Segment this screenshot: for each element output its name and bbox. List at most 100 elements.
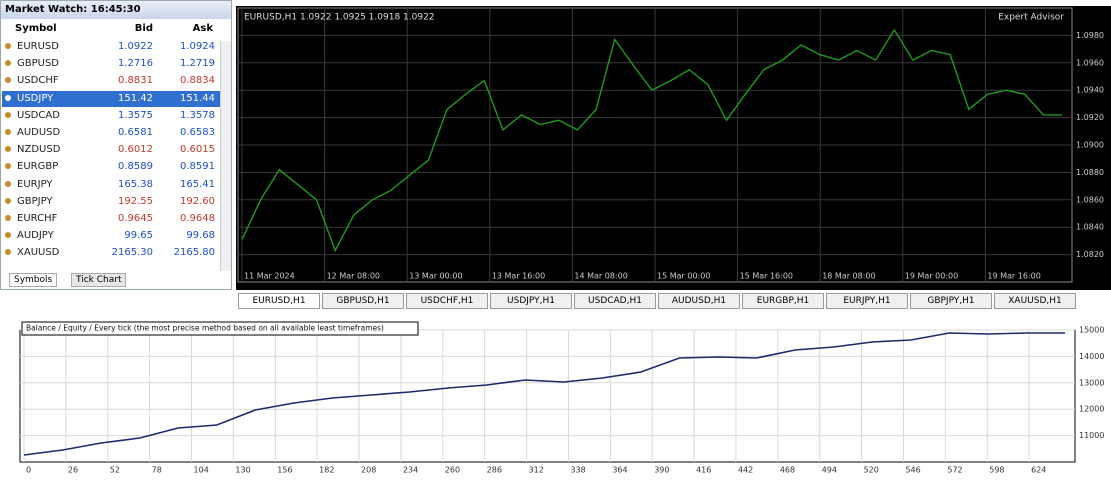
ask: 99.68 bbox=[186, 230, 215, 242]
ask: 1.2719 bbox=[180, 58, 215, 70]
symbol[interactable]: USDJPY bbox=[17, 92, 54, 104]
row-icon bbox=[5, 60, 11, 67]
y-tick-label: 13000 bbox=[1079, 378, 1104, 387]
x-tick-label: 15 Mar 00:00 bbox=[657, 272, 710, 281]
x-tick-label: 15 Mar 16:00 bbox=[740, 272, 793, 281]
symbol[interactable]: EURUSD bbox=[17, 41, 59, 52]
row-icon bbox=[5, 94, 11, 101]
y-tick-label: 1.0820 bbox=[1076, 250, 1104, 259]
ask: 1.0924 bbox=[180, 41, 215, 52]
row-icon bbox=[5, 43, 11, 49]
bid: 165.38 bbox=[118, 178, 153, 190]
x-tick-label: 494 bbox=[822, 466, 837, 475]
x-tick-label: 26 bbox=[68, 466, 78, 475]
y-tick-label: 11000 bbox=[1079, 431, 1104, 440]
chart-tab[interactable]: GBPUSD,H1 bbox=[322, 293, 404, 309]
symbol[interactable]: AUDUSD bbox=[17, 127, 61, 138]
chart-title: Balance / Equity / Every tick (the most … bbox=[26, 324, 384, 333]
symbol[interactable]: GBPUSD bbox=[17, 58, 60, 70]
price-line bbox=[23, 332, 1065, 456]
row-icon bbox=[5, 77, 11, 84]
bid: 1.3575 bbox=[118, 109, 153, 121]
symbol[interactable]: AUDJPY bbox=[17, 230, 54, 242]
chart-tab[interactable]: EURUSD,H1 bbox=[238, 293, 320, 309]
x-tick-label: 338 bbox=[570, 466, 585, 475]
y-tick-label: 1.0840 bbox=[1076, 223, 1104, 232]
x-tick-label: 182 bbox=[319, 466, 334, 475]
chart-tab[interactable]: USDJPY,H1 bbox=[490, 293, 572, 309]
bid: 0.6012 bbox=[118, 144, 153, 156]
row-icon bbox=[5, 111, 11, 118]
selected-row[interactable] bbox=[2, 90, 220, 107]
bid: 2165.30 bbox=[111, 247, 153, 259]
x-tick-label: 286 bbox=[487, 466, 502, 475]
bid: 1.0922 bbox=[118, 41, 153, 52]
row-icon bbox=[5, 232, 11, 239]
ask: 165.41 bbox=[180, 178, 215, 190]
x-tick-label: 598 bbox=[989, 466, 1004, 475]
x-tick-label: 234 bbox=[403, 466, 418, 475]
y-tick-label: 1.0980 bbox=[1076, 31, 1104, 40]
market-watch-panel: Market Watch: 16:45:30 Symbol Bid Ask EURUSD… bbox=[0, 0, 232, 290]
x-tick-label: 390 bbox=[654, 466, 669, 475]
column-header: Symbol bbox=[15, 23, 57, 34]
chart-tab[interactable]: AUDUSD,H1 bbox=[658, 293, 740, 309]
y-tick-label: 1.0920 bbox=[1076, 113, 1104, 122]
symbol[interactable]: EURGBP bbox=[17, 161, 59, 173]
ask: 151.44 bbox=[180, 92, 215, 104]
row-icon bbox=[5, 180, 11, 187]
x-tick-label: 546 bbox=[905, 466, 920, 475]
x-tick-label: 13 Mar 00:00 bbox=[409, 272, 462, 281]
x-tick-label: 624 bbox=[1031, 466, 1046, 475]
ask: 1.3578 bbox=[180, 109, 215, 121]
bid: 0.8831 bbox=[118, 75, 153, 87]
symbol[interactable]: XAUUSD bbox=[17, 247, 60, 259]
chart-tab[interactable]: USDCAD,H1 bbox=[574, 293, 656, 309]
symbol[interactable]: USDCAD bbox=[17, 109, 60, 121]
ask: 0.6583 bbox=[180, 127, 215, 138]
column-header: Ask bbox=[192, 23, 213, 34]
symbol[interactable]: EURCHF bbox=[17, 213, 58, 224]
y-tick-label: 1.0880 bbox=[1076, 168, 1104, 177]
scrollbar bbox=[220, 41, 231, 271]
symbol[interactable]: USDCHF bbox=[17, 75, 59, 87]
chart-tab[interactable]: GBPJPY,H1 bbox=[910, 293, 992, 309]
bid: 99.65 bbox=[124, 230, 153, 242]
x-tick-label: 12 Mar 08:00 bbox=[327, 272, 380, 281]
chart-tab[interactable]: EURJPY,H1 bbox=[826, 293, 908, 309]
x-tick-label: 13 Mar 16:00 bbox=[492, 272, 545, 281]
symbol[interactable]: GBPJPY bbox=[17, 195, 53, 207]
plot-area bbox=[237, 7, 1073, 283]
bid: 1.2716 bbox=[118, 58, 153, 70]
row-icon bbox=[5, 146, 11, 153]
title-box bbox=[21, 321, 419, 336]
panel-tab[interactable]: Symbols bbox=[9, 273, 58, 287]
x-tick-label: 442 bbox=[738, 466, 753, 475]
symbol[interactable]: NZDUSD bbox=[17, 144, 61, 156]
x-tick-label: 78 bbox=[152, 466, 162, 475]
y-tick-label: 1.0860 bbox=[1076, 195, 1104, 204]
bid: 0.6581 bbox=[118, 127, 153, 138]
chart-tab[interactable]: EURGBP,H1 bbox=[742, 293, 824, 309]
x-tick-label: 416 bbox=[696, 466, 711, 475]
symbol[interactable]: EURJPY bbox=[17, 178, 53, 190]
x-tick-label: 130 bbox=[235, 466, 250, 475]
row-icon bbox=[5, 163, 11, 170]
row-icon bbox=[5, 197, 11, 204]
chart-tab[interactable]: XAUUSD,H1 bbox=[994, 293, 1076, 309]
column-header: Bid bbox=[134, 23, 153, 34]
bid: 192.55 bbox=[118, 195, 153, 207]
panel-tab[interactable]: Tick Chart bbox=[71, 273, 127, 287]
chart-header: EURUSD,H1 1.0922 1.0925 1.0918 1.0922 bbox=[244, 13, 435, 23]
y-tick-label: 1.0940 bbox=[1076, 86, 1104, 95]
panel-title: Market Watch: 16:45:30 bbox=[1, 1, 231, 19]
annotation: Expert Advisor bbox=[998, 13, 1064, 23]
price-line bbox=[241, 28, 1062, 253]
bid: 0.9645 bbox=[118, 213, 153, 224]
x-tick-label: 156 bbox=[277, 466, 292, 475]
y-tick-label: 1.0960 bbox=[1076, 58, 1104, 67]
x-tick-label: 364 bbox=[612, 466, 627, 475]
chart-tab[interactable]: USDCHF,H1 bbox=[406, 293, 488, 309]
ask: 0.6015 bbox=[180, 144, 215, 156]
x-tick-label: 208 bbox=[361, 466, 376, 475]
